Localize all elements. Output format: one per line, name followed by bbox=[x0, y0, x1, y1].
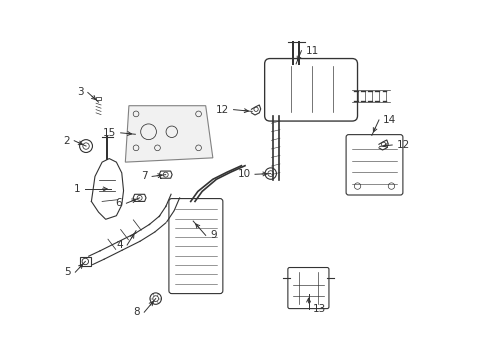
Text: 15: 15 bbox=[103, 128, 117, 138]
Polygon shape bbox=[125, 106, 213, 162]
Text: 13: 13 bbox=[313, 304, 326, 314]
Text: 6: 6 bbox=[116, 198, 122, 208]
Text: 9: 9 bbox=[210, 230, 217, 240]
Text: 12: 12 bbox=[216, 105, 229, 114]
Text: 8: 8 bbox=[133, 307, 140, 317]
Text: 11: 11 bbox=[306, 46, 319, 56]
Bar bbox=[80, 257, 91, 266]
Text: 5: 5 bbox=[64, 267, 71, 277]
Text: 2: 2 bbox=[63, 136, 70, 146]
Text: 7: 7 bbox=[141, 171, 148, 181]
Text: 14: 14 bbox=[383, 115, 396, 125]
Text: 3: 3 bbox=[77, 87, 83, 98]
Text: 10: 10 bbox=[238, 169, 251, 179]
Text: 1: 1 bbox=[74, 184, 81, 194]
Text: 12: 12 bbox=[396, 140, 410, 150]
Text: 4: 4 bbox=[116, 240, 123, 250]
